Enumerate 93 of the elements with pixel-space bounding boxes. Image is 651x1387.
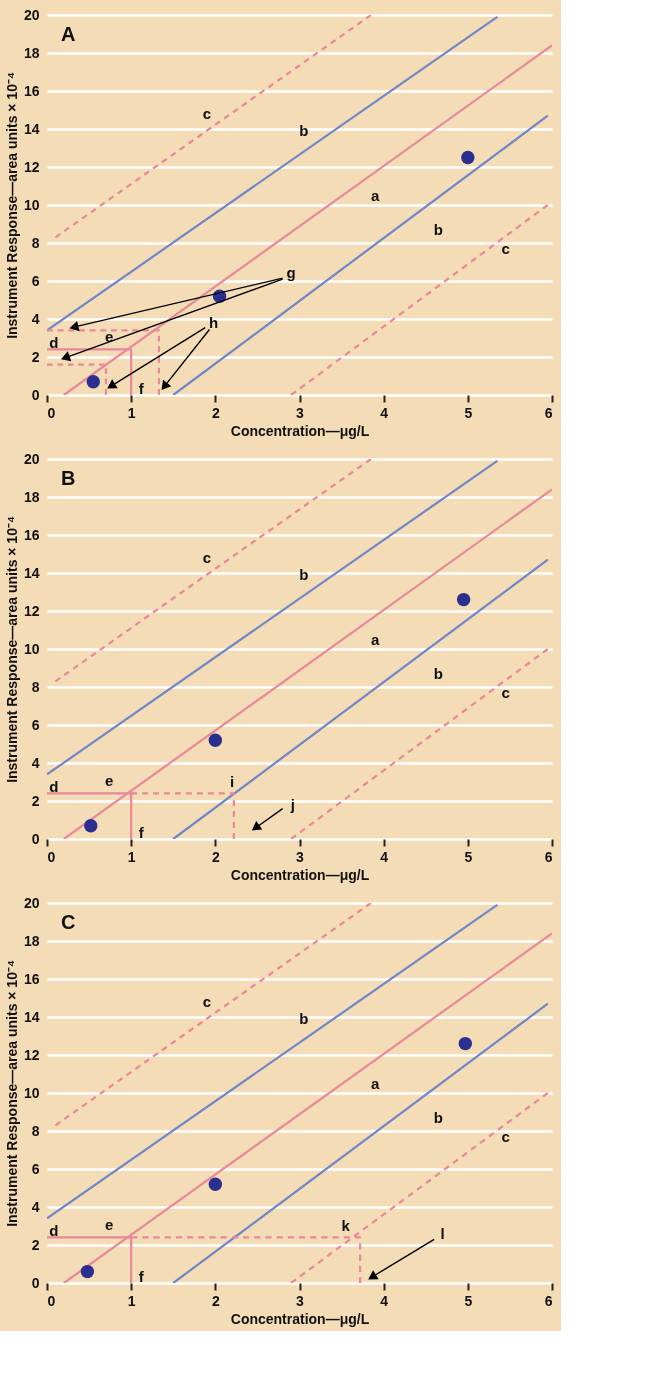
x-tick-label: 0	[47, 848, 56, 865]
annotation: e	[105, 1216, 114, 1234]
x-tick-label: 4	[380, 404, 389, 421]
annotation: d	[49, 777, 59, 795]
annotation: a	[371, 630, 381, 648]
annotation: b	[299, 121, 309, 139]
y-tick-label: 6	[31, 272, 40, 289]
y-tick-label: 0	[31, 830, 40, 847]
annotation: b	[299, 1009, 309, 1027]
y-tick-label: 2	[31, 348, 40, 365]
y-tick-label: 4	[31, 754, 40, 771]
y-tick-label: 12	[23, 158, 40, 175]
annotation: h	[209, 313, 219, 331]
annotation: d	[49, 1221, 59, 1239]
annotation: b	[433, 220, 443, 238]
annotation: c	[202, 548, 212, 566]
y-tick-label: 10	[23, 1084, 40, 1101]
y-tick-label: 0	[31, 1274, 40, 1291]
y-tick-label: 8	[31, 1122, 40, 1139]
x-tick-label: 1	[127, 848, 136, 865]
annotation: b	[433, 664, 443, 682]
y-tick-label: 14	[23, 1008, 40, 1025]
annotation: g	[286, 264, 296, 282]
y-tick-label: 2	[31, 1236, 40, 1253]
y-axis-title: Instrument Response—area units × 10⁻⁴	[3, 516, 20, 783]
annotation: l	[440, 1224, 445, 1242]
annotation: a	[371, 186, 381, 204]
x-tick-label: 2	[211, 848, 220, 865]
x-tick-label: 3	[296, 404, 305, 421]
annotation: c	[202, 992, 212, 1010]
chart-title: A	[61, 23, 76, 45]
x-tick-label: 6	[544, 1292, 553, 1309]
x-axis-title: Concentration—μg/L	[230, 422, 370, 439]
annotation: c	[202, 104, 212, 122]
y-tick-label: 16	[23, 970, 40, 987]
chart-title: C	[61, 911, 76, 933]
y-tick-label: 20	[23, 450, 40, 467]
x-tick-label: 5	[464, 848, 473, 865]
y-tick-label: 20	[23, 894, 40, 911]
y-tick-label: 10	[23, 196, 40, 213]
x-tick-label: 3	[296, 1292, 305, 1309]
annotation: a	[371, 1074, 381, 1092]
y-tick-label: 12	[23, 602, 40, 619]
y-tick-label: 4	[31, 310, 40, 327]
x-tick-label: 3	[296, 848, 305, 865]
x-tick-label: 0	[47, 1292, 56, 1309]
annotation: d	[49, 333, 59, 351]
annotation: c	[501, 683, 510, 701]
y-tick-label: 0	[31, 386, 40, 403]
x-tick-label: 1	[127, 1292, 136, 1309]
x-tick-label: 5	[464, 1292, 473, 1309]
y-tick-label: 20	[23, 6, 40, 23]
y-tick-label: 8	[31, 678, 40, 695]
annotation: c	[501, 239, 510, 257]
x-tick-label: 6	[544, 404, 553, 421]
y-axis-title: Instrument Response—area units × 10⁻⁴	[3, 960, 20, 1227]
annotation: f	[138, 380, 145, 398]
y-tick-label: 16	[23, 82, 40, 99]
annotation: b	[433, 1108, 443, 1126]
y-tick-label: 14	[23, 120, 40, 137]
y-tick-label: 8	[31, 234, 40, 251]
y-tick-label: 18	[23, 932, 40, 949]
y-tick-label: 6	[31, 716, 40, 733]
y-tick-label: 10	[23, 640, 40, 657]
x-tick-label: 2	[211, 404, 220, 421]
y-tick-label: 14	[23, 564, 40, 581]
y-tick-label: 16	[23, 526, 40, 543]
y-tick-label: 6	[31, 1160, 40, 1177]
y-tick-label: 18	[23, 488, 40, 505]
annotation: f	[138, 824, 145, 842]
y-tick-label: 4	[31, 1198, 40, 1215]
x-tick-label: 4	[380, 1292, 389, 1309]
x-tick-label: 5	[464, 404, 473, 421]
y-tick-label: 18	[23, 44, 40, 61]
x-axis-title: Concentration—μg/L	[230, 866, 370, 883]
x-tick-label: 2	[211, 1292, 220, 1309]
annotation: j	[289, 795, 295, 813]
annotation: f	[138, 1268, 145, 1286]
x-tick-label: 1	[127, 404, 136, 421]
y-tick-label: 2	[31, 792, 40, 809]
x-tick-label: 0	[47, 404, 56, 421]
annotation: b	[299, 565, 309, 583]
chart-title: B	[61, 467, 76, 489]
x-axis-title: Concentration—μg/L	[230, 1310, 370, 1327]
annotation: i	[230, 773, 235, 790]
annotation: e	[105, 328, 114, 346]
x-tick-label: 4	[380, 848, 389, 865]
x-tick-label: 6	[544, 848, 553, 865]
annotation: k	[341, 1217, 351, 1234]
annotation: e	[105, 772, 114, 790]
y-axis-title: Instrument Response—area units × 10⁻⁴	[3, 72, 20, 339]
annotation: c	[501, 1127, 510, 1145]
y-tick-label: 12	[23, 1046, 40, 1063]
